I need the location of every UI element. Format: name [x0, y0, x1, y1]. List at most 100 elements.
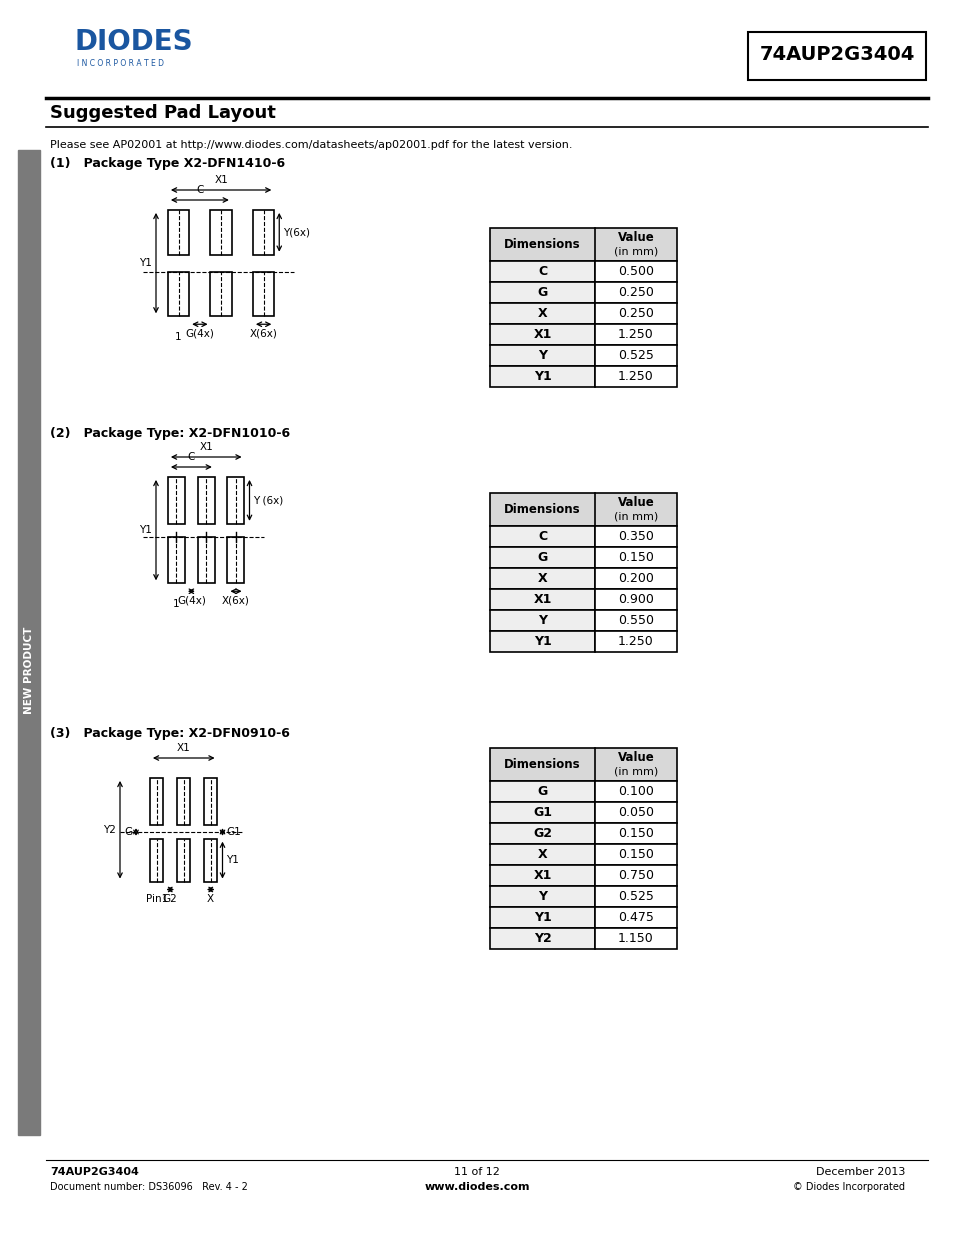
Bar — [211, 210, 232, 254]
Text: www.diodes.com: www.diodes.com — [424, 1182, 529, 1192]
Text: 0.250: 0.250 — [618, 287, 653, 299]
Text: 0.050: 0.050 — [618, 806, 654, 819]
Text: C: C — [537, 266, 546, 278]
Text: 0.475: 0.475 — [618, 911, 653, 924]
Text: Suggested Pad Layout: Suggested Pad Layout — [50, 104, 275, 122]
Text: 0.150: 0.150 — [618, 551, 653, 564]
Bar — [490, 802, 595, 823]
Text: Value: Value — [617, 496, 654, 509]
Text: (in mm): (in mm) — [613, 511, 658, 521]
Text: 1.250: 1.250 — [618, 635, 653, 648]
Text: 0.900: 0.900 — [618, 593, 653, 606]
Bar — [490, 303, 595, 324]
Text: Y1: Y1 — [139, 258, 152, 268]
Bar — [490, 228, 677, 261]
Bar — [227, 477, 244, 524]
Text: Dimensions: Dimensions — [503, 238, 580, 251]
Text: X1: X1 — [214, 175, 228, 185]
Bar — [490, 927, 595, 948]
Bar — [595, 823, 677, 844]
Bar — [490, 526, 595, 547]
Text: 0.525: 0.525 — [618, 890, 653, 903]
Bar — [595, 802, 677, 823]
Bar — [490, 631, 595, 652]
Bar — [197, 536, 214, 583]
Bar — [595, 261, 677, 282]
Bar — [595, 864, 677, 885]
Bar — [595, 885, 677, 906]
Text: DIODES: DIODES — [75, 28, 193, 56]
Text: Please see AP02001 at http://www.diodes.com/datasheets/ap02001.pdf for the lates: Please see AP02001 at http://www.diodes.… — [50, 140, 572, 149]
Text: Pin1: Pin1 — [146, 894, 168, 904]
Bar — [490, 906, 595, 927]
Text: G: G — [125, 827, 132, 837]
Text: Y(6x): Y(6x) — [283, 227, 310, 237]
Text: Dimensions: Dimensions — [503, 503, 580, 516]
Text: 1.150: 1.150 — [618, 932, 653, 945]
Bar — [595, 781, 677, 802]
Text: 1.250: 1.250 — [618, 370, 653, 383]
Text: © Diodes Incorporated: © Diodes Incorporated — [792, 1182, 904, 1192]
Bar — [490, 261, 595, 282]
Text: Y: Y — [537, 614, 546, 627]
Text: 0.200: 0.200 — [618, 572, 653, 585]
Bar — [490, 366, 595, 387]
Text: X: X — [537, 308, 547, 320]
Text: G2: G2 — [533, 827, 552, 840]
Text: G1: G1 — [226, 827, 241, 837]
Bar — [197, 477, 214, 524]
Text: 1: 1 — [173, 599, 179, 609]
Text: (2)   Package Type: X2-DFN1010-6: (2) Package Type: X2-DFN1010-6 — [50, 426, 290, 440]
Bar — [490, 844, 595, 864]
Text: 0.500: 0.500 — [618, 266, 654, 278]
Bar — [150, 839, 163, 882]
Text: Value: Value — [617, 751, 654, 764]
Bar — [490, 823, 595, 844]
Text: Y1: Y1 — [533, 370, 551, 383]
Text: G: G — [537, 551, 547, 564]
Bar — [490, 781, 595, 802]
Text: 0.350: 0.350 — [618, 530, 653, 543]
Text: X1: X1 — [533, 593, 551, 606]
Text: (1)   Package Type X2-DFN1410-6: (1) Package Type X2-DFN1410-6 — [50, 157, 285, 169]
Text: 1: 1 — [175, 332, 182, 342]
Bar — [490, 568, 595, 589]
Text: Y2: Y2 — [533, 932, 551, 945]
Bar — [595, 589, 677, 610]
Bar — [490, 493, 677, 526]
Text: Y1: Y1 — [533, 911, 551, 924]
Bar — [177, 778, 191, 825]
Text: Document number: DS36096   Rev. 4 - 2: Document number: DS36096 Rev. 4 - 2 — [50, 1182, 248, 1192]
Bar — [595, 927, 677, 948]
Bar — [595, 568, 677, 589]
Text: X(6x): X(6x) — [222, 595, 250, 605]
Bar — [204, 778, 217, 825]
Text: 0.250: 0.250 — [618, 308, 653, 320]
Text: 0.750: 0.750 — [618, 869, 654, 882]
Bar — [595, 547, 677, 568]
Text: (3)   Package Type: X2-DFN0910-6: (3) Package Type: X2-DFN0910-6 — [50, 726, 290, 740]
Text: Dimensions: Dimensions — [503, 758, 580, 771]
Text: G: G — [537, 287, 547, 299]
Bar — [595, 526, 677, 547]
Bar — [595, 345, 677, 366]
Bar — [490, 345, 595, 366]
Text: X1: X1 — [199, 442, 213, 452]
Bar — [595, 282, 677, 303]
Bar — [227, 536, 244, 583]
Bar — [595, 366, 677, 387]
Text: December 2013: December 2013 — [815, 1167, 904, 1177]
Text: NEW PRODUCT: NEW PRODUCT — [24, 626, 34, 714]
Bar — [595, 906, 677, 927]
Bar — [595, 610, 677, 631]
Text: C: C — [537, 530, 546, 543]
Text: Y (6x): Y (6x) — [253, 495, 283, 505]
Bar — [168, 272, 189, 316]
Bar — [177, 839, 191, 882]
Text: 0.150: 0.150 — [618, 827, 653, 840]
Bar — [150, 778, 163, 825]
Text: G: G — [537, 785, 547, 798]
Text: 0.100: 0.100 — [618, 785, 653, 798]
Bar — [595, 631, 677, 652]
Text: Y1: Y1 — [139, 525, 152, 535]
